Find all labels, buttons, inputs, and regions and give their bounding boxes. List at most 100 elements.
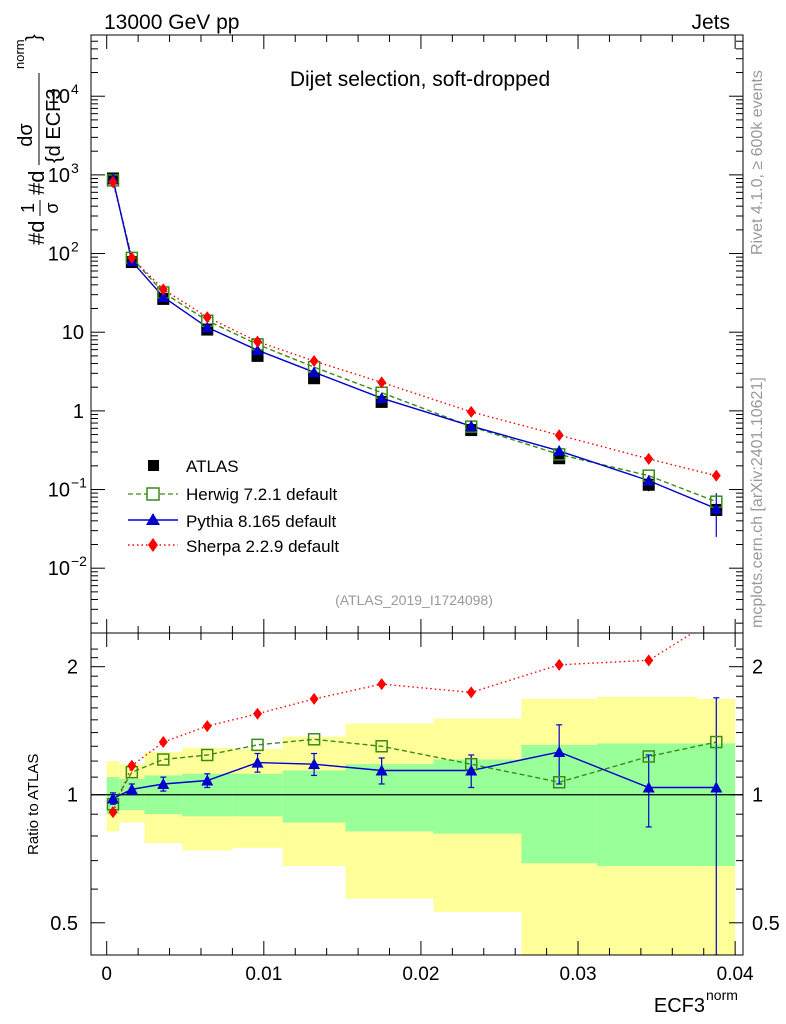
legend-herwig-marker [146,487,160,501]
sherpa-ratio-point [127,759,137,772]
svg-text:#d: #d [24,221,49,245]
main-y-tick-base: 1 [73,401,84,423]
x-axis-label-sup: norm [706,987,738,1003]
sherpa-point [554,429,564,442]
main-y-tick-exp: 2 [71,239,79,255]
herwig-ratio-point [642,750,655,763]
sherpa-ratio-point [712,612,721,624]
legend-sherpa-marker [148,538,158,552]
sherpa-ratio-point [554,658,564,671]
legend-entry-sherpa: Sherpa 2.2.9 default [128,537,339,556]
pythia-point [251,344,264,356]
ylabel-sup: norm [12,39,27,69]
main-y-tick-exp: 3 [71,160,79,176]
x-tick-label: 0.04 [717,964,754,985]
pythia-point [308,366,321,378]
ratio-uncertainty-bands [106,696,736,955]
green-band-bin [282,770,346,823]
ratio-y-tick-label-right: 0.5 [752,913,780,935]
legend-sherpa-label: Sherpa 2.2.9 default [186,537,339,556]
pythia-ratio-point [710,781,723,793]
x-axis-label: ECF3 [654,995,705,1017]
sherpa-ratio-point [108,806,118,819]
analysis-id: (ATLAS_2019_I1724098) [335,592,493,608]
ylabel-close: } [23,34,45,41]
ylabel-part1: #d [24,221,49,245]
sherpa-ratio-point [253,707,263,720]
sherpa-ratio-point [202,720,212,733]
header-right: Jets [691,11,730,34]
pythia-point [201,321,214,333]
legend-entry-herwig: Herwig 7.2.1 default [128,485,337,504]
pythia-point [465,420,478,432]
pythia-ratio-point [201,774,214,786]
legend-entry-pythia: Pythia 8.165 default [128,512,337,531]
herwig-ratio-point [157,753,170,766]
svg-text:{d ECF3: {d ECF3 [43,89,65,163]
main-line-herwig [112,180,717,503]
main-y-tick-label: 10 [48,244,70,266]
pythia-ratio-point [308,758,321,770]
svg-text:σ: σ [42,202,62,213]
ylabel-frac1-den: σ [42,202,62,213]
pythia-point [375,392,388,404]
ratio-y-tick-label-right: 2 [752,657,763,679]
x-tick-label: 0.02 [402,964,439,985]
sherpa-point [644,452,654,465]
ratio-y-tick-label: 0.5 [50,913,78,935]
x-tick-label: 0 [101,964,112,985]
legend-entry-atlas: ATLAS [148,457,239,476]
legend-pythia-marker [146,513,160,525]
main-y-tick-label: 10 [48,86,70,108]
ylabel-part2: #d [24,171,49,195]
sherpa-ratio-point [644,654,654,667]
pythia-ratio-point [553,746,566,758]
sherpa-ratio-point [377,678,387,691]
main-y-tick-label: 1 [73,401,84,423]
ylabel-frac2-den: {d ECF3 [43,89,65,163]
pythia-point [157,291,170,303]
main-y-axis-label: #d 1 σ #d dσ {d ECF3 norm } [12,34,65,245]
main-y-tick-base: 10 [48,86,70,108]
pythia-point [642,474,655,486]
main-y-tick-label: 10 [48,165,70,187]
legend-atlas-marker [148,460,159,471]
mcplots-label: mcplots.cern.ch [arXiv:2401.10621] [749,377,766,628]
sherpa-point [202,311,212,324]
x-axis-label-main: ECF3 [654,995,705,1017]
svg-text:dσ: dσ [15,123,37,147]
header-left: 13000 GeV pp [104,11,239,34]
pythia-ratio-point [106,792,119,804]
main-y-tick-label: 10 [48,480,70,502]
svg-text:1: 1 [18,203,38,213]
sherpa-point [466,405,476,418]
main-y-tick-label: 10 [48,558,70,580]
pythia-ratio-point [157,777,170,789]
pythia-ratio-point [465,764,478,776]
legend-herwig-label: Herwig 7.2.1 default [186,485,337,504]
sherpa-ratio-point [466,686,476,699]
x-tick-label: 0.01 [245,964,282,985]
main-title: Dijet selection, soft-dropped [290,68,550,91]
main-line-sherpa [112,181,717,477]
ratio-y-axis-label: Ratio to ATLAS [25,754,42,855]
ratio-y-tick-label-right: 1 [752,785,763,807]
svg-text:norm: norm [12,39,27,69]
pythia-ratio-point [251,756,264,768]
svg-text:#d: #d [24,171,49,195]
sherpa-point [253,335,263,348]
ratio-y-tick-label: 1 [67,785,78,807]
green-band-bin [345,764,434,832]
main-plot-area [106,172,723,537]
herwig-ratio-point [307,733,321,746]
sherpa-point [158,283,168,296]
ratio-y-tick-label: 2 [67,657,78,679]
herwig-ratio-point [710,735,723,749]
pythia-ratio-point [125,783,138,795]
sherpa-point [108,176,118,189]
main-y-tick-base: 10 [48,480,70,502]
sherpa-point [377,376,387,389]
main-y-tick-base: 10 [48,165,70,187]
